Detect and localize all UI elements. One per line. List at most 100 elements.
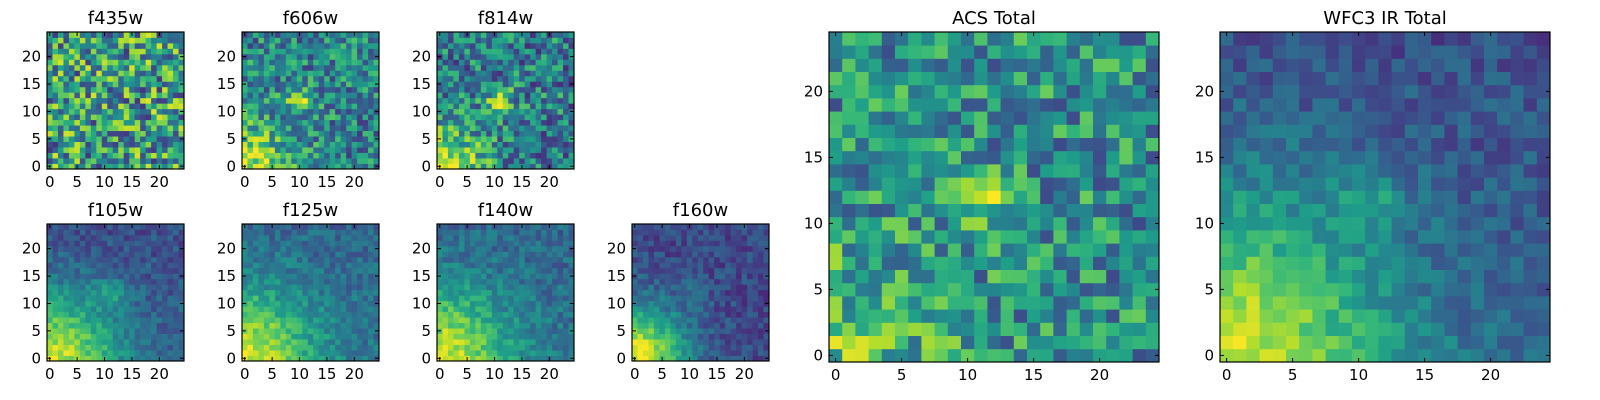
heatmap-cell — [140, 81, 147, 88]
heatmap-cell — [47, 97, 53, 104]
heatmap-cell — [123, 92, 130, 99]
heatmap-cell — [508, 136, 515, 142]
heatmap-cell — [653, 289, 660, 296]
heatmap-cell — [335, 278, 342, 285]
heatmap-cell — [546, 48, 553, 55]
heatmap-cell — [497, 240, 504, 247]
heatmap-cell — [497, 234, 504, 241]
heatmap-cell — [692, 350, 699, 356]
heatmap-cell — [530, 256, 537, 263]
heatmap-cell — [140, 32, 147, 38]
heatmap-cell — [63, 114, 70, 121]
heatmap-cell — [752, 317, 759, 324]
heatmap-cell — [340, 97, 347, 104]
heatmap-cell — [274, 70, 281, 77]
heatmap-cell — [134, 147, 141, 153]
heatmap-cell — [318, 273, 325, 280]
heatmap-cell — [123, 163, 130, 170]
heatmap-cell — [346, 108, 352, 115]
heatmap-cell — [57, 344, 64, 351]
heatmap-cell — [508, 42, 515, 49]
heatmap-cell — [324, 53, 331, 60]
heatmap-cell — [458, 251, 465, 258]
heatmap-cell — [346, 48, 352, 55]
heatmap-cell — [318, 103, 325, 110]
heatmap-cell — [763, 295, 770, 302]
heatmap-cell — [497, 32, 504, 38]
heatmap-cell — [480, 278, 487, 285]
heatmap-cell — [79, 311, 86, 318]
heatmap-cell — [637, 224, 644, 230]
heatmap-cell — [335, 119, 342, 126]
heatmap-cell — [90, 59, 97, 66]
heatmap-cell — [335, 81, 342, 88]
heatmap-cell — [357, 289, 363, 296]
heatmap-cell — [362, 108, 369, 115]
heatmap-cell — [458, 224, 465, 230]
heatmap-cell — [659, 300, 666, 307]
heatmap-cell — [632, 350, 638, 356]
x-tick-label: 20 — [150, 173, 169, 191]
heatmap-cell — [52, 344, 59, 351]
heatmap-cell — [47, 289, 53, 296]
heatmap-cell — [313, 70, 320, 77]
heatmap-cell — [324, 81, 331, 88]
heatmap-cell — [675, 339, 682, 345]
heatmap-cell — [302, 125, 309, 132]
heatmap-cell — [530, 81, 537, 88]
heatmap-cell — [486, 86, 493, 93]
heatmap-cell — [57, 163, 64, 170]
heatmap-cell — [697, 245, 704, 252]
heatmap-cell — [497, 289, 504, 296]
heatmap-cell — [68, 328, 75, 334]
heatmap-cell — [85, 245, 92, 252]
heatmap-cell — [730, 278, 737, 285]
heatmap-cell — [68, 32, 75, 38]
heatmap-cell — [79, 355, 86, 362]
heatmap-cell — [129, 114, 136, 121]
heatmap-cell — [52, 224, 59, 230]
heatmap-cell — [453, 53, 460, 60]
heatmap-cell — [987, 348, 1001, 363]
heatmap-cell — [535, 322, 542, 329]
heatmap-cell — [961, 216, 975, 231]
heatmap-cell — [313, 75, 320, 82]
heatmap-cell — [340, 136, 347, 142]
heatmap-cell — [546, 108, 553, 115]
heatmap-cell — [351, 311, 358, 318]
heatmap-cell — [151, 81, 157, 88]
heatmap-cell — [670, 251, 677, 258]
heatmap-cell — [269, 108, 276, 115]
heatmap-cell — [648, 278, 655, 285]
heatmap-cell — [632, 311, 638, 318]
heatmap-cell — [101, 234, 108, 241]
heatmap-cell — [491, 234, 498, 241]
heatmap-cell — [318, 317, 325, 324]
heatmap-cell — [324, 70, 331, 77]
heatmap-cell — [101, 42, 108, 49]
heatmap-cell — [329, 295, 336, 302]
heatmap-cell — [140, 136, 147, 142]
heatmap-cell — [178, 322, 185, 329]
heatmap-cell — [714, 240, 721, 247]
heatmap-cell — [340, 273, 347, 280]
heatmap-cell — [178, 344, 185, 351]
heatmap-cell — [637, 311, 644, 318]
heatmap-cell — [675, 355, 682, 362]
heatmap-cell — [346, 245, 352, 252]
heatmap-cell — [535, 136, 542, 142]
heatmap-cell — [368, 53, 374, 60]
heatmap-cell — [118, 355, 125, 362]
heatmap-cell — [307, 245, 314, 252]
heatmap-cell — [302, 278, 309, 285]
heatmap-cell — [1053, 164, 1067, 178]
heatmap-cell — [1013, 230, 1028, 244]
heatmap-cell — [502, 306, 509, 313]
heatmap-cell — [1040, 309, 1054, 323]
heatmap-cell — [118, 317, 125, 324]
heatmap-cell — [486, 245, 493, 252]
heatmap-cell — [134, 136, 141, 142]
heatmap-cell — [708, 240, 715, 247]
heatmap-cell — [725, 355, 732, 362]
heatmap-cell — [63, 75, 70, 82]
